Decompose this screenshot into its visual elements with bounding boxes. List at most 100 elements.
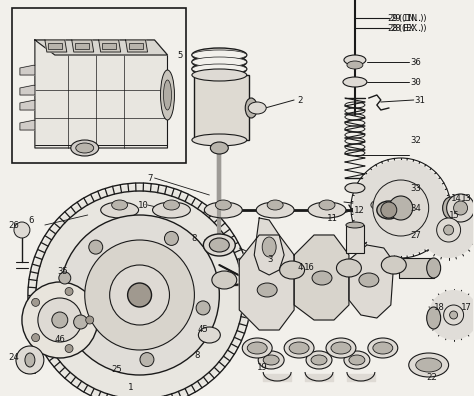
Ellipse shape [192, 64, 247, 74]
Circle shape [16, 346, 44, 374]
Ellipse shape [100, 202, 138, 218]
Circle shape [85, 240, 194, 350]
Ellipse shape [319, 200, 335, 210]
Polygon shape [126, 40, 147, 52]
Bar [399, 258, 434, 278]
Text: 28(EX.): 28(EX.) [391, 23, 428, 32]
Text: 12: 12 [354, 206, 365, 215]
Ellipse shape [377, 201, 401, 219]
Ellipse shape [212, 271, 237, 289]
Text: 3: 3 [267, 255, 273, 265]
Text: 29(IN.): 29(IN.) [387, 13, 424, 23]
Text: 19: 19 [257, 364, 268, 373]
Ellipse shape [199, 327, 220, 343]
Ellipse shape [112, 200, 128, 210]
Circle shape [353, 160, 448, 256]
Polygon shape [20, 85, 35, 95]
Bar [48, 43, 62, 49]
Ellipse shape [164, 200, 180, 210]
Polygon shape [254, 218, 284, 275]
Bar [194, 75, 249, 140]
Bar [346, 225, 364, 253]
Text: 8: 8 [191, 234, 197, 242]
Ellipse shape [192, 62, 247, 76]
Polygon shape [45, 40, 67, 52]
Text: 29(IN.): 29(IN.) [391, 13, 428, 23]
Circle shape [38, 298, 82, 342]
Ellipse shape [343, 77, 367, 87]
Ellipse shape [192, 69, 247, 81]
Text: 30: 30 [411, 78, 421, 86]
Ellipse shape [258, 257, 280, 273]
Ellipse shape [203, 234, 235, 256]
Ellipse shape [427, 307, 441, 329]
Bar [128, 43, 143, 49]
Circle shape [32, 334, 40, 342]
Ellipse shape [210, 142, 228, 154]
Text: 31: 31 [415, 95, 426, 105]
Text: 33: 33 [411, 183, 421, 192]
Text: 28(EX.): 28(EX.) [387, 23, 424, 32]
Ellipse shape [192, 55, 247, 69]
Ellipse shape [331, 342, 351, 354]
Ellipse shape [381, 256, 406, 274]
Ellipse shape [215, 200, 231, 210]
Ellipse shape [289, 342, 309, 354]
Ellipse shape [326, 338, 356, 358]
Text: 24: 24 [8, 354, 19, 362]
Ellipse shape [311, 355, 327, 365]
Text: 32: 32 [411, 135, 421, 145]
Circle shape [65, 287, 73, 295]
Bar [75, 43, 89, 49]
Ellipse shape [373, 342, 393, 354]
Ellipse shape [409, 353, 448, 377]
Ellipse shape [263, 355, 279, 365]
Circle shape [22, 282, 98, 358]
Ellipse shape [262, 237, 276, 257]
Circle shape [73, 315, 88, 329]
Circle shape [30, 185, 249, 396]
Circle shape [450, 311, 457, 319]
Ellipse shape [76, 143, 94, 153]
Text: 18: 18 [434, 303, 445, 312]
Polygon shape [99, 40, 120, 52]
Text: 25: 25 [112, 366, 122, 375]
Circle shape [164, 231, 178, 246]
Circle shape [65, 345, 73, 352]
Ellipse shape [192, 134, 247, 146]
Circle shape [421, 202, 474, 258]
Text: 35: 35 [58, 268, 69, 276]
Circle shape [389, 196, 413, 220]
Ellipse shape [164, 80, 172, 110]
Circle shape [444, 225, 454, 235]
Polygon shape [20, 120, 35, 130]
Ellipse shape [347, 61, 363, 69]
Circle shape [437, 218, 461, 242]
Text: 27: 27 [411, 230, 421, 240]
Ellipse shape [161, 70, 174, 120]
Polygon shape [72, 40, 94, 52]
Ellipse shape [344, 55, 366, 65]
Circle shape [447, 194, 474, 222]
Ellipse shape [443, 197, 458, 219]
Ellipse shape [248, 102, 266, 114]
Ellipse shape [312, 271, 332, 285]
Text: 14: 14 [451, 194, 461, 202]
Polygon shape [35, 40, 167, 55]
Ellipse shape [204, 202, 242, 218]
Ellipse shape [71, 140, 99, 156]
Text: 7: 7 [147, 173, 153, 183]
Circle shape [14, 222, 30, 238]
Ellipse shape [192, 50, 247, 60]
Circle shape [454, 201, 467, 215]
Text: 1: 1 [128, 383, 133, 392]
Ellipse shape [359, 273, 379, 287]
Ellipse shape [284, 338, 314, 358]
Text: 5: 5 [177, 51, 183, 59]
Circle shape [140, 352, 154, 367]
Ellipse shape [210, 238, 229, 252]
Circle shape [373, 180, 428, 236]
Ellipse shape [344, 351, 370, 369]
Text: 11: 11 [327, 213, 338, 223]
Circle shape [428, 290, 474, 340]
